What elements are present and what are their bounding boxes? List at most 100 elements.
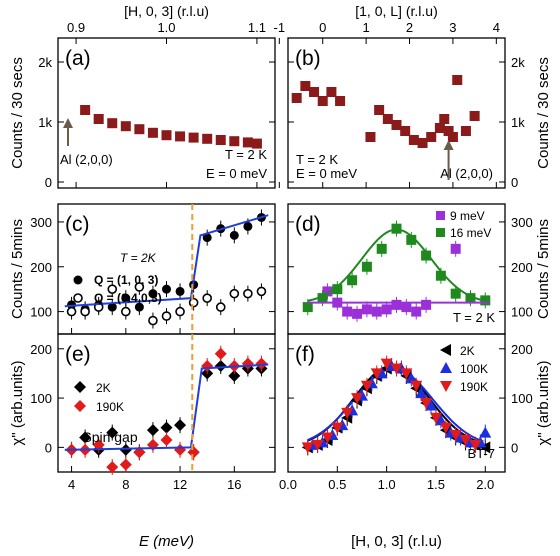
data-point [214,360,227,373]
data-point [106,426,119,439]
data-point [459,434,472,446]
data-point [417,138,428,148]
data-point [365,132,376,142]
data-point [420,398,433,409]
data-point [440,381,452,392]
panel-label: (d) [295,213,321,236]
data-point [410,380,423,392]
data-point [106,461,119,474]
data-point [201,360,214,373]
arrow-head-icon [443,140,454,150]
panel-c: (c) 100 200 300 T = 2K Q = (1, 0, 3) Q = (0.4,… [9,203,276,335]
data-point [92,438,105,451]
data-point [421,250,432,261]
data-point [160,421,173,434]
panel-label: (a) [65,47,91,70]
top-tick-label: 3 [449,20,456,35]
data-point [243,288,253,299]
x-tick-label: 0.0 [279,477,297,492]
annotation-E: E = 0 meV [206,166,267,181]
plot-frame [287,333,506,473]
y-axis-label: Counts / 5mins [9,219,26,319]
data-point [243,221,253,231]
y-tick-label: 300 [30,215,52,230]
top-tick-label: 0 [319,20,326,35]
data-point [342,306,353,317]
legend-label: 2K [460,344,475,358]
data-point [300,81,311,91]
data-point [381,304,392,315]
data-point [440,344,451,356]
data-point [80,105,91,115]
data-point [215,302,226,312]
data-point [229,288,240,299]
y-tick-label: 0 [511,175,518,190]
data-point [400,368,413,380]
data-point [479,426,492,438]
data-point [202,233,212,243]
data-point [317,96,328,106]
data-point [66,306,77,317]
annotation: Al (2,0,0) [440,166,493,181]
data-point [400,126,411,136]
data-point [341,407,354,419]
data-point [335,96,346,106]
panel-label: (b) [295,47,321,70]
data-point [160,433,173,446]
y-tick-label: 100 [30,305,52,320]
legend-label: 190K [96,400,124,414]
y-tick-label: 200 [30,260,52,275]
data-point [73,293,83,303]
data-point [415,387,428,399]
data-point [148,289,158,299]
data-point [255,357,268,370]
data-point [309,87,320,97]
data-point [376,243,387,254]
data-point [391,299,402,310]
x-tick-label: 8 [122,477,129,492]
data-point [452,75,463,85]
data-point [202,293,212,303]
y-axis-label: Counts / 5mins [535,219,552,319]
data-point [390,363,403,375]
data-point [228,369,241,382]
data-point [121,293,131,303]
panel-label: (e) [65,343,91,366]
data-point [188,132,199,143]
top-axis-label: [1, 0, L] (r.l.u) [355,3,437,19]
data-point [351,393,364,405]
legend-swatch [436,211,445,220]
legend-label: Q = (0.4,0,3) [94,291,162,305]
data-point [202,133,213,144]
panel-label: (f) [295,343,315,366]
top-axis-label: [H, 0, 3] (r.l.u) [124,3,209,19]
data-point [439,422,452,434]
data-point [311,439,324,451]
data-point [382,114,393,124]
data-point [347,275,358,286]
y-tick-label: 100 [511,305,533,320]
data-point [425,399,438,411]
annotation-bt7: BT-7 [468,446,495,461]
data-point [147,127,158,138]
y-axis-label: χ" (arb.units) [9,361,26,446]
data-point [148,315,158,326]
data-point [79,431,92,444]
data-point [391,120,402,130]
data-point [440,362,452,373]
y-tick-label: 100 [511,391,533,406]
data-point [291,93,302,103]
data-point [360,380,373,392]
data-point [434,414,447,426]
annotation-T: T = 2 K [296,152,338,167]
data-point [301,442,314,454]
y-tick-label: 200 [30,342,52,357]
x-tick-label: 1.0 [378,477,396,492]
x-tick-label: 16 [227,477,241,492]
y-tick-label: 2k [38,55,52,70]
x-tick-label: 0.5 [328,477,346,492]
panel-f: (f) 0 100 200 0.0 0.5 1.0 1.5 2.0 2K 100K 190K BT-7 [… [279,333,552,550]
data-point [332,284,343,295]
x-tick-label: 1.5 [427,477,445,492]
